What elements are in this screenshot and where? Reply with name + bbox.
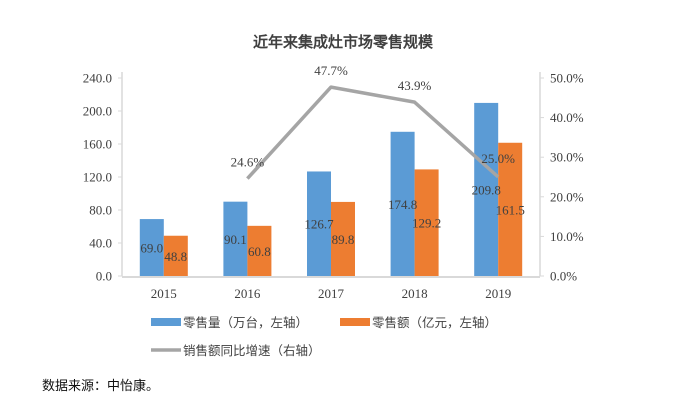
- left-axis-tick: 160.0: [83, 137, 112, 152]
- legend-label-retail-sales: 零售额（亿元，左轴）: [372, 315, 497, 330]
- left-axis: 0.0 40.0 80.0 120.0 160.0 200.0 240.0: [83, 71, 123, 284]
- bar-data-label: 126.7: [304, 217, 334, 232]
- x-axis-tick: 2017: [318, 286, 345, 301]
- growth-line: [246, 85, 500, 180]
- line-data-label: 43.9%: [398, 78, 432, 93]
- legend: 零售量（万台，左轴） 零售额（亿元，左轴） 销售额同比增速（右轴）: [151, 315, 497, 358]
- legend-swatch-retail-sales: [340, 318, 370, 326]
- line-data-label: 24.6%: [231, 155, 265, 170]
- bar: [307, 171, 331, 276]
- source-note: 数据来源：中怡康。: [42, 379, 160, 394]
- bar-data-label: 209.8: [472, 182, 501, 197]
- bar: [223, 201, 248, 276]
- legend-label-growth: 销售额同比增速（右轴）: [183, 343, 321, 358]
- bar: [474, 102, 499, 276]
- x-axis-tick: 2018: [402, 286, 428, 301]
- bar-data-label: 161.5: [496, 202, 525, 217]
- bar: [331, 201, 355, 276]
- right-axis-tick: 10.0%: [550, 229, 584, 244]
- legend-swatch-retail-volume: [151, 318, 181, 326]
- line-series: 24.6% 47.7% 43.9% 25.0%: [231, 63, 515, 180]
- bar: [498, 142, 523, 276]
- right-axis-tick: 30.0%: [550, 150, 584, 165]
- bar: [163, 235, 188, 276]
- bar-data-label: 89.8: [332, 232, 355, 247]
- bar-data-label: 129.2: [412, 216, 441, 231]
- bar-data-label: 60.8: [248, 244, 271, 259]
- right-axis: 0.0% 10.0% 20.0% 30.0% 40.0% 50.0%: [539, 71, 584, 284]
- x-axis-tick: 2016: [234, 286, 261, 301]
- x-axis-tick: 2015: [151, 286, 177, 301]
- right-axis-tick: 0.0%: [550, 269, 577, 284]
- right-axis-tick: 50.0%: [550, 71, 584, 86]
- left-axis-tick: 120.0: [83, 170, 112, 185]
- right-axis-tick: 40.0%: [550, 110, 584, 125]
- left-axis-tick: 240.0: [83, 71, 112, 86]
- bar: [139, 219, 164, 276]
- bar-series: 69.0 90.1 126.7 174.8 209.8 48.8 60.8 89.8 129.2…: [139, 102, 525, 276]
- x-axis: 2015 2016 2017 2018 2019: [122, 276, 540, 301]
- legend-label-retail-volume: 零售量（万台，左轴）: [183, 315, 308, 330]
- left-axis-tick: 0.0: [96, 269, 112, 284]
- bar: [247, 225, 272, 276]
- bar-data-label: 174.8: [388, 197, 417, 212]
- left-axis-tick: 80.0: [89, 203, 112, 218]
- chart-title: 近年来集成灶市场零售规模: [253, 33, 434, 51]
- line-data-label: 47.7%: [314, 63, 348, 78]
- x-axis-tick: 2019: [485, 286, 511, 301]
- bar-data-label: 90.1: [224, 232, 247, 247]
- right-axis-tick: 20.0%: [550, 189, 584, 204]
- bar: [414, 169, 439, 276]
- bar-data-label: 69.0: [140, 241, 163, 256]
- left-axis-tick: 200.0: [83, 104, 112, 119]
- left-axis-tick: 40.0: [89, 236, 112, 251]
- bar: [390, 131, 415, 276]
- bar-data-label: 48.8: [164, 249, 187, 264]
- line-data-label: 25.0%: [481, 151, 515, 166]
